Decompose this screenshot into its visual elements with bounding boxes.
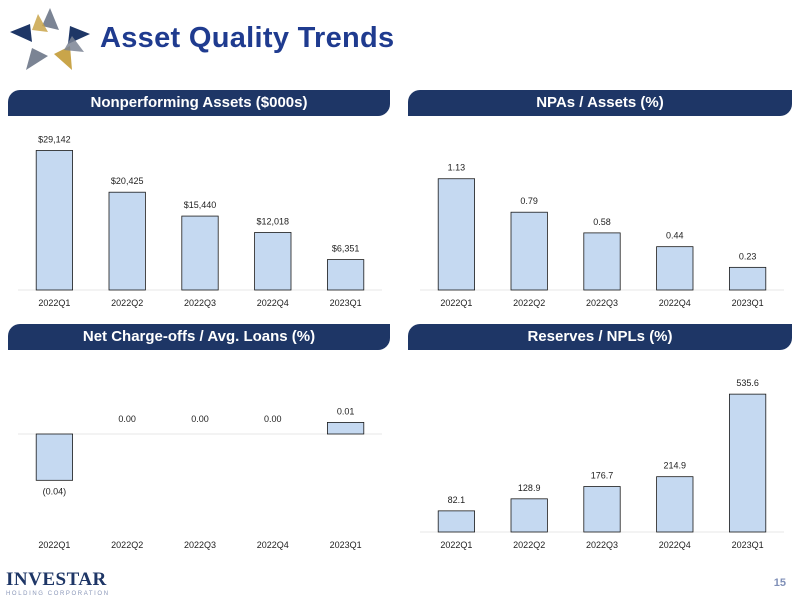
- x-tick-label: 2023Q1: [330, 298, 362, 308]
- x-tick-label: 2022Q3: [586, 540, 618, 550]
- bar-2022Q1: [35, 433, 74, 481]
- bar-2022Q2: [510, 498, 548, 533]
- chart-nonperforming-assets: $29,142 2022Q1 $20,425 2022Q2 $15,440 2022Q3 $…: [18, 134, 382, 308]
- x-tick-label: 2022Q2: [111, 540, 143, 550]
- page-number: 15: [773, 577, 786, 589]
- data-label: $12,018: [257, 216, 290, 226]
- x-tick-label: 2022Q3: [586, 298, 618, 308]
- x-tick-label: 2022Q1: [440, 298, 472, 308]
- x-tick-label: 2022Q4: [257, 540, 289, 550]
- data-label: 1.13: [448, 163, 466, 173]
- data-label: 214.9: [664, 461, 687, 471]
- data-label: 0.00: [118, 414, 136, 424]
- data-label: 0.00: [191, 414, 209, 424]
- bar-2022Q3: [583, 232, 621, 291]
- footer-logo: INVESTAR HOLDING CORPORATION: [6, 570, 110, 598]
- x-tick-label: 2022Q2: [513, 298, 545, 308]
- page-title: Asset Quality Trends: [100, 22, 395, 54]
- bar-2022Q1: [437, 510, 476, 533]
- logo-blade: [10, 24, 32, 42]
- data-label: 0.23: [739, 251, 757, 261]
- x-tick-label: 2022Q3: [184, 298, 216, 308]
- bar-2022Q3: [181, 215, 219, 291]
- data-label: $6,351: [332, 244, 360, 254]
- bar-2022Q4: [254, 232, 292, 291]
- bar-2022Q2: [108, 191, 146, 291]
- panel-header-net-charge-offs: Net Charge-offs / Avg. Loans (%): [8, 324, 390, 350]
- x-tick-label: 2022Q1: [440, 540, 472, 550]
- company-logo-emblem: [10, 8, 90, 70]
- data-label: 0.58: [593, 217, 611, 227]
- x-tick-label: 2022Q3: [184, 540, 216, 550]
- bar-2022Q1: [437, 178, 476, 291]
- footer-company-tagline: HOLDING CORPORATION: [6, 591, 110, 597]
- logo-blade: [64, 36, 84, 52]
- x-tick-label: 2023Q1: [732, 298, 764, 308]
- data-label: 535.6: [736, 378, 759, 388]
- bar-2022Q4: [656, 476, 694, 533]
- bar-2023Q1: [728, 393, 767, 533]
- data-label: 0.79: [520, 196, 538, 206]
- data-label: 176.7: [591, 471, 614, 481]
- x-tick-label: 2022Q4: [659, 298, 691, 308]
- logo-blade: [26, 48, 48, 70]
- data-label: 0.00: [264, 414, 282, 424]
- footer-company-name: INVESTAR: [6, 569, 107, 590]
- chart-npas-assets: 1.13 2022Q1 0.79 2022Q2 0.58 2022Q3 0.44 2022Q4…: [420, 163, 784, 308]
- data-label: $15,440: [184, 200, 217, 210]
- data-label: (0.04): [43, 486, 67, 496]
- x-tick-label: 2022Q4: [257, 298, 289, 308]
- logo-blade: [54, 46, 72, 70]
- data-label: 128.9: [518, 483, 541, 493]
- bar-2023Q1: [326, 259, 365, 291]
- panel-header-npas-assets: NPAs / Assets (%): [408, 90, 792, 116]
- panel-header-reserves-npls: Reserves / NPLs (%): [408, 324, 792, 350]
- data-label: 82.1: [448, 495, 466, 505]
- bar-2022Q3: [583, 486, 621, 533]
- logo-blade: [42, 8, 59, 30]
- x-tick-label: 2023Q1: [330, 540, 362, 550]
- x-tick-label: 2023Q1: [732, 540, 764, 550]
- data-label: 0.01: [337, 406, 355, 416]
- bar-2022Q2: [510, 211, 548, 291]
- panel-header-nonperforming-assets: Nonperforming Assets ($000s): [8, 90, 390, 116]
- bar-2022Q1: [35, 150, 74, 291]
- data-label: $20,425: [111, 176, 144, 186]
- x-tick-label: 2022Q1: [38, 298, 70, 308]
- logo-star-icon: [10, 8, 90, 70]
- bar-2022Q4: [656, 246, 694, 291]
- data-label: $29,142: [38, 134, 71, 144]
- bar-2023Q1: [728, 266, 767, 291]
- x-tick-label: 2022Q1: [38, 540, 70, 550]
- chart-reserves-npls: 82.1 2022Q1 128.9 2022Q2 176.7 2022Q3 214.9 202…: [420, 378, 784, 550]
- x-tick-label: 2022Q2: [513, 540, 545, 550]
- x-tick-label: 2022Q2: [111, 298, 143, 308]
- chart-net-charge-offs: (0.04) 2022Q1 0.00 2022Q2 0.00 2022Q3 0.00 2022…: [18, 406, 382, 550]
- data-label: 0.44: [666, 231, 684, 241]
- x-tick-label: 2022Q4: [659, 540, 691, 550]
- logo-blade: [32, 14, 48, 32]
- bar-2023Q1: [326, 422, 365, 435]
